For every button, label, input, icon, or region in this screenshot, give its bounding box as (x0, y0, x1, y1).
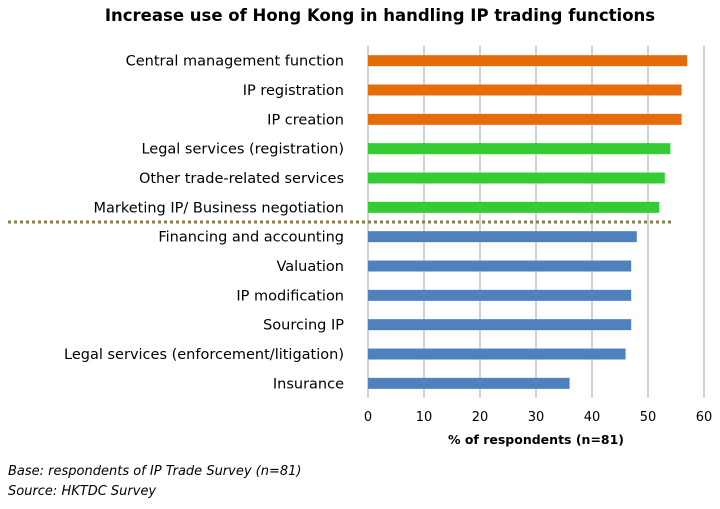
category-label: IP registration (243, 83, 344, 99)
category-label: IP creation (267, 112, 344, 128)
x-tick-label: 20 (472, 410, 489, 425)
category-label: Legal services (registration) (141, 142, 344, 158)
category-labels: Central management function IP registrati… (64, 54, 344, 393)
category-label: Other trade-related services (139, 171, 344, 187)
category-label: Valuation (276, 259, 344, 275)
x-tick-label: 40 (584, 410, 601, 425)
bar (368, 172, 665, 184)
category-label: Insurance (273, 376, 344, 392)
category-label: Central management function (126, 54, 344, 70)
x-tick-label: 10 (416, 410, 433, 425)
x-tick-label: 50 (640, 410, 657, 425)
bar (368, 55, 688, 67)
x-tick-label: 30 (528, 410, 545, 425)
bar (368, 231, 637, 243)
category-label: Legal services (enforcement/litigation) (64, 347, 344, 363)
bar (368, 113, 682, 125)
category-label: Sourcing IP (263, 318, 344, 334)
bar (368, 377, 570, 389)
x-axis-label: % of respondents (n=81) (448, 432, 624, 447)
chart-title: Increase use of Hong Kong in handling IP… (104, 6, 656, 25)
x-tick-label: 0 (364, 410, 372, 425)
bar (368, 289, 632, 301)
x-tick-label: 60 (696, 410, 713, 425)
bar (368, 201, 660, 213)
source-note: Source: HKTDC Survey (8, 484, 157, 499)
category-label: Marketing IP/ Business negotiation (93, 200, 344, 216)
bar (368, 348, 626, 360)
bar (368, 84, 682, 96)
category-label: IP modification (236, 288, 344, 304)
x-tick-labels: 0 10 20 30 40 50 60 (364, 410, 712, 425)
bar (368, 260, 632, 272)
base-note: Base: respondents of IP Trade Survey (n=… (8, 464, 302, 479)
category-label: Financing and accounting (158, 230, 344, 246)
bars (368, 55, 688, 389)
bar (368, 319, 632, 331)
bar (368, 143, 671, 155)
